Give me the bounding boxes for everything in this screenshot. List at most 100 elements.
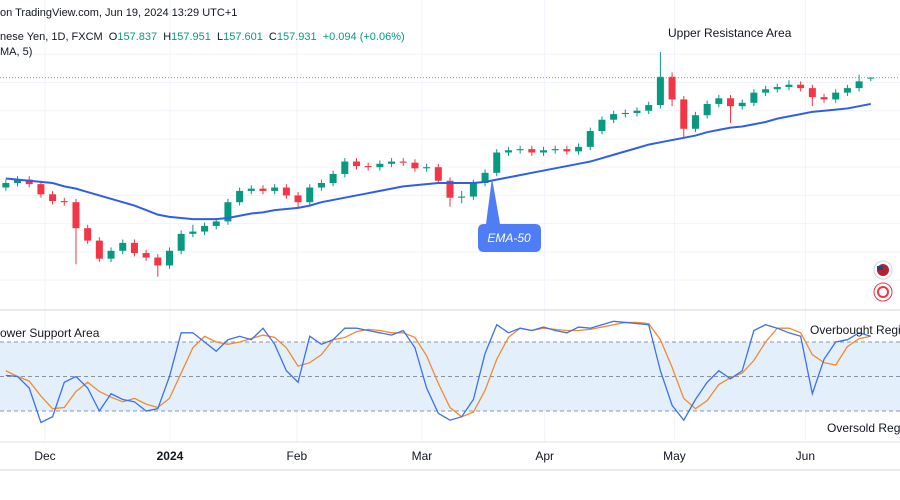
candle-body bbox=[750, 92, 758, 103]
candle-body bbox=[247, 188, 255, 191]
candle-body bbox=[598, 119, 606, 132]
candle-body bbox=[282, 187, 290, 196]
candle-body bbox=[154, 257, 162, 266]
candle-body bbox=[37, 184, 45, 195]
candle-body bbox=[715, 98, 723, 104]
ohlc-label: C bbox=[269, 31, 277, 43]
candle-body bbox=[575, 146, 583, 152]
x-tick-label: Jun bbox=[796, 449, 815, 463]
candle-body bbox=[586, 131, 594, 147]
candle-body bbox=[832, 92, 840, 100]
candle-body bbox=[201, 225, 209, 232]
x-tick-label: Dec bbox=[34, 449, 55, 463]
candle-body bbox=[738, 102, 746, 107]
ema-callout bbox=[478, 178, 541, 252]
candle-body bbox=[165, 250, 173, 266]
candle-body bbox=[855, 81, 863, 89]
candle-body bbox=[703, 103, 711, 116]
indicator-label: MA, 5) bbox=[0, 46, 32, 58]
candle-body bbox=[212, 221, 220, 226]
candle-body bbox=[317, 183, 325, 188]
candle-body bbox=[516, 149, 524, 151]
change-value: +0.094 (+0.06%) bbox=[323, 31, 405, 43]
x-tick-label: Feb bbox=[287, 449, 308, 463]
candle-body bbox=[668, 76, 676, 100]
candle-body bbox=[797, 84, 805, 89]
candle-body bbox=[843, 88, 851, 93]
oscillator-k bbox=[5, 320, 871, 424]
candle-body bbox=[808, 88, 816, 98]
candle-body bbox=[177, 233, 185, 251]
candle-body bbox=[95, 240, 103, 259]
candle-body bbox=[119, 242, 127, 251]
candle-body bbox=[434, 167, 442, 181]
symbol-line: nese Yen, 1D, FXCM O157.837 H157.951 L15… bbox=[0, 31, 405, 43]
x-tick-label: Apr bbox=[535, 449, 554, 463]
icon-canton bbox=[877, 266, 883, 270]
candle-body bbox=[142, 253, 150, 258]
candle-body bbox=[481, 172, 489, 183]
candle-body bbox=[610, 114, 618, 120]
ohlc-label: O bbox=[109, 31, 118, 43]
annotation: Oversold Regi bbox=[827, 421, 900, 435]
candle-body bbox=[423, 167, 431, 169]
candle-body bbox=[388, 161, 396, 164]
candle-body bbox=[680, 99, 688, 129]
candle-body bbox=[411, 162, 419, 169]
x-tick-label: May bbox=[663, 449, 686, 463]
candle-body bbox=[493, 152, 501, 173]
candle-body bbox=[867, 77, 875, 79]
candle-body bbox=[540, 150, 548, 153]
candle-body bbox=[621, 112, 629, 115]
grid: Dec 2024 Feb Mar Apr May Jun bbox=[0, 0, 900, 463]
candle-body bbox=[236, 190, 244, 203]
candle-body bbox=[14, 179, 22, 183]
candle-body bbox=[773, 86, 781, 90]
candle-body bbox=[294, 195, 302, 203]
candle-body bbox=[785, 84, 793, 87]
candle-body bbox=[329, 173, 337, 183]
candle-body bbox=[633, 110, 641, 113]
candle-body bbox=[189, 231, 197, 234]
annotation: Upper Resistance Area bbox=[668, 26, 792, 40]
ohlc-value: 157.951 bbox=[171, 31, 211, 43]
candle-body bbox=[84, 228, 92, 241]
candle-body bbox=[645, 105, 653, 111]
oscillator-d bbox=[5, 321, 871, 418]
candle-body bbox=[107, 250, 115, 259]
ohlc-value: 157.837 bbox=[117, 31, 157, 43]
flag-icon bbox=[873, 282, 893, 302]
x-tick-label: Mar bbox=[412, 449, 433, 463]
candle-body bbox=[469, 183, 477, 197]
x-tick-label: 2024 bbox=[157, 449, 184, 463]
overlay: on TradingView.com, Jun 19, 2024 13:29 U… bbox=[0, 7, 900, 435]
ema-line bbox=[5, 102, 871, 221]
candle-body bbox=[341, 161, 349, 174]
candle-body bbox=[2, 183, 10, 188]
candle-body bbox=[224, 202, 232, 222]
ema-callout-label: EMA-50 bbox=[487, 231, 531, 245]
candle-body bbox=[352, 161, 360, 167]
candle-body bbox=[306, 187, 314, 203]
ohlc-value: 157.931 bbox=[277, 31, 317, 43]
candle-body bbox=[551, 149, 559, 151]
ohlc-value: 157.601 bbox=[223, 31, 263, 43]
candle-body bbox=[364, 166, 372, 168]
plot-area bbox=[0, 51, 900, 424]
candle-body bbox=[376, 163, 384, 168]
candle-body bbox=[130, 242, 138, 254]
candle-body bbox=[25, 179, 33, 185]
candle-body bbox=[446, 180, 454, 198]
candle-body bbox=[271, 187, 279, 191]
flag-icon bbox=[873, 260, 893, 280]
candle-body bbox=[49, 194, 57, 202]
candle-body bbox=[528, 149, 536, 153]
candle-body bbox=[60, 201, 68, 203]
ohlc-label: H bbox=[163, 31, 171, 43]
candle-body bbox=[727, 98, 735, 107]
candle-body bbox=[259, 188, 267, 191]
icon-flag bbox=[877, 286, 889, 298]
